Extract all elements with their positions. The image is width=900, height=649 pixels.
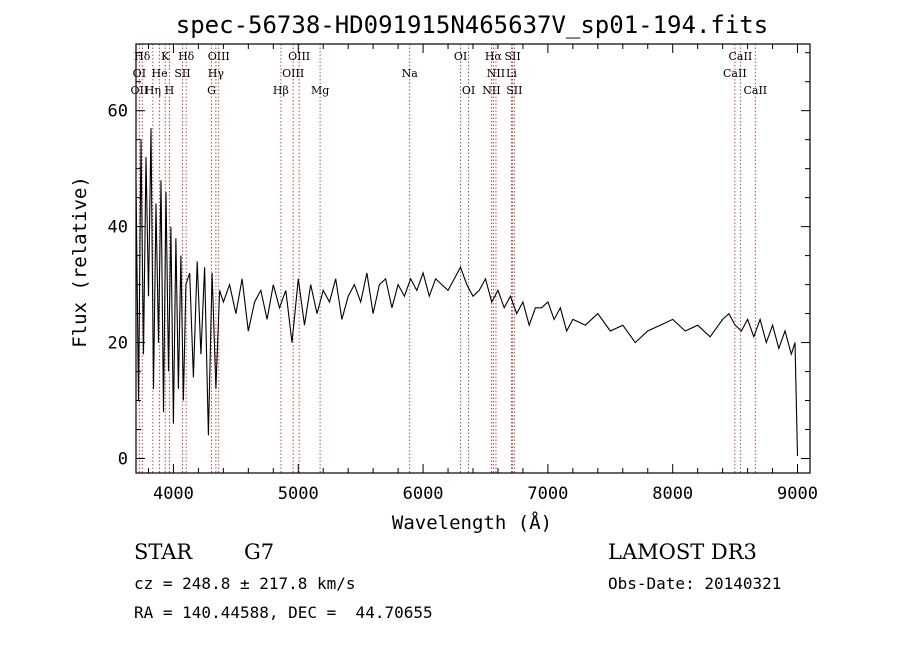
line-label-5: OI (454, 50, 467, 63)
line-label-12: Hγ (208, 67, 225, 80)
line-label-20: H (165, 84, 175, 97)
line-label-8: CaII (729, 50, 753, 63)
line-label-13: OIII (282, 67, 304, 80)
x-axis-label: Wavelength (Å) (392, 511, 552, 534)
line-label-18: OII (131, 84, 149, 97)
line-label-2: Hδ (178, 50, 195, 63)
y-tick-label: 0 (118, 450, 128, 470)
x-axis: 4000 5000 6000 7000 8000 9000 (147, 44, 818, 504)
object-subclass: G7 (244, 540, 275, 564)
y-tick-label: 60 (108, 102, 128, 122)
sky-coordinates: RA = 140.44588, DEC = 44.70655 (134, 603, 433, 622)
line-label-0: Hδ (134, 50, 151, 63)
flux-series-line (135, 128, 799, 457)
x-tick-label: 7000 (527, 484, 568, 504)
line-label-7: SII (504, 50, 520, 63)
line-label-26: SII (506, 84, 522, 97)
line-label-22: Hβ (273, 84, 289, 97)
redshift-velocity: cz = 248.8 ± 217.8 km/s (134, 574, 356, 593)
x-tick-label: 4000 (153, 484, 194, 504)
line-label-14: Na (402, 67, 419, 80)
line-label-9: OI (133, 67, 146, 80)
x-tick-label: 5000 (278, 484, 319, 504)
object-class: STAR (134, 540, 193, 564)
y-axis-label: Flux (relative) (69, 176, 91, 348)
line-label-11: SII (174, 67, 190, 80)
line-label-21: G (207, 84, 216, 97)
line-label-15: NII (487, 67, 505, 80)
plot-frame (135, 43, 811, 474)
spectral-line-markers (138, 44, 756, 473)
chart-title: spec-56738-HD091915N465637V_sp01-194.fit… (176, 11, 768, 39)
y-tick-label: 40 (108, 218, 128, 238)
line-label-6: Hα (485, 50, 503, 63)
line-label-3: OIII (208, 50, 230, 63)
survey-name: LAMOST DR3 (608, 540, 757, 564)
line-label-4: OIII (288, 50, 310, 63)
line-label-27: CaII (743, 84, 767, 97)
line-label-25: NII (482, 84, 500, 97)
line-label-19: Hη (145, 84, 161, 97)
line-label-1: K (161, 50, 170, 63)
line-label-24: OI (462, 84, 475, 97)
x-tick-label: 8000 (652, 484, 693, 504)
observation-date: Obs-Date: 20140321 (608, 574, 782, 593)
line-label-16: Li (506, 67, 517, 80)
x-tick-label: 9000 (777, 484, 818, 504)
line-label-10: He (152, 67, 168, 80)
line-label-23: Mg (311, 84, 329, 97)
y-axis: 0 20 40 60 (108, 52, 810, 470)
x-tick-label: 6000 (403, 484, 444, 504)
y-tick-label: 20 (108, 334, 128, 354)
line-label-17: CaII (723, 67, 747, 80)
